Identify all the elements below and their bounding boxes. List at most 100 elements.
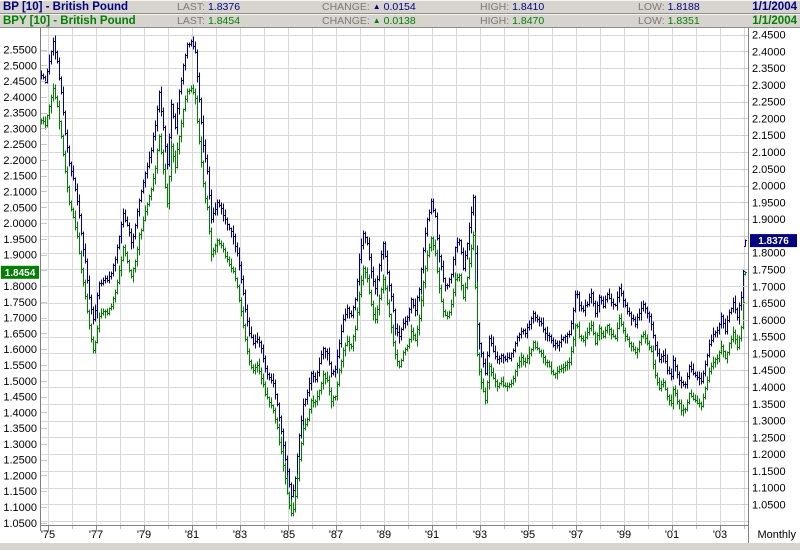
bp-last-price-badge bbox=[750, 234, 797, 248]
right-axis-label: 1.7500 bbox=[752, 265, 786, 277]
change-value: 0.0138 bbox=[383, 15, 416, 27]
x-axis-year-label: '01 bbox=[665, 529, 679, 541]
x-axis-year-label: '91 bbox=[425, 529, 439, 541]
last-value: 1.8376 bbox=[207, 1, 241, 13]
left-axis-label: 1.2000 bbox=[3, 470, 37, 482]
left-axis-label: 2.0500 bbox=[3, 202, 37, 214]
series-bars-bpy bbox=[40, 83, 747, 517]
right-axis-label: 1.4500 bbox=[752, 365, 786, 377]
left-axis-label: 2.5000 bbox=[3, 60, 37, 72]
low-value: 1.8351 bbox=[667, 15, 700, 27]
last-value: 1.8454 bbox=[207, 15, 241, 27]
left-axis-label: 1.1000 bbox=[3, 502, 37, 514]
left-axis-label: 1.5000 bbox=[3, 376, 37, 388]
bpy-last-price-badge bbox=[1, 265, 39, 279]
right-axis-label: 2.1500 bbox=[752, 130, 786, 142]
left-axis-label: 1.4000 bbox=[3, 407, 37, 419]
x-axis-year-label: '83 bbox=[233, 529, 247, 541]
low-label: LOW: bbox=[638, 1, 665, 13]
low-label: LOW: bbox=[638, 15, 665, 27]
left-axis-label: 2.1500 bbox=[3, 171, 37, 183]
left-axis-label: 1.8000 bbox=[3, 281, 37, 293]
right-axis-label: 1.1000 bbox=[752, 483, 786, 495]
x-axis-year-label: '93 bbox=[473, 529, 487, 541]
right-axis-label: 1.1500 bbox=[752, 466, 786, 478]
axis-labels: 2.5500 2.5000 2.4500 2.4000 2.3500 2.3000 2.25… bbox=[3, 30, 785, 530]
gridlines bbox=[40, 28, 748, 525]
right-axis-label: 1.6500 bbox=[752, 298, 786, 310]
left-axis-label: 1.9000 bbox=[3, 250, 37, 262]
bpy-last-price-badge-value: 1.8454 bbox=[5, 268, 36, 279]
left-axis-label: 1.0500 bbox=[3, 518, 37, 530]
low-value: 1.8188 bbox=[667, 1, 700, 13]
right-axis-label: 1.8000 bbox=[752, 248, 786, 260]
symbol-label-bp: BP [10] - British Pound bbox=[3, 1, 129, 13]
change-label: CHANGE: bbox=[322, 1, 370, 13]
x-axis-year-label: '81 bbox=[185, 529, 199, 541]
left-axis-label: 2.2500 bbox=[3, 139, 37, 151]
right-axis-label: 1.9500 bbox=[752, 197, 786, 209]
x-axis-year-label: '95 bbox=[521, 529, 535, 541]
plot-border bbox=[40, 28, 749, 543]
x-axis-year-label: '75 bbox=[41, 529, 55, 541]
x-axis-year-label: '77 bbox=[89, 529, 103, 541]
quote-row-bpy[interactable]: BPY [10] - British Pound LAST: 1.8454 CH… bbox=[0, 14, 800, 28]
right-axis-label: 2.0000 bbox=[752, 181, 786, 193]
last-label: LAST: bbox=[177, 15, 206, 27]
right-axis-label: 1.5500 bbox=[752, 332, 786, 344]
x-axis-year-label: '85 bbox=[281, 529, 295, 541]
right-axis-label: 1.2000 bbox=[752, 449, 786, 461]
high-value: 1.8470 bbox=[512, 15, 545, 27]
left-axis-label: 2.4000 bbox=[3, 92, 37, 104]
bottom-window-strip bbox=[0, 543, 800, 550]
quote-date-bp: 1/1/2004 bbox=[752, 1, 797, 13]
left-axis-label: 2.2000 bbox=[3, 155, 37, 167]
quote-header: BP [10] - British Pound LAST: 1.8376 CHA… bbox=[0, 0, 800, 28]
left-axis-label: 1.4500 bbox=[3, 392, 37, 404]
change-up-icon: ▲ bbox=[372, 16, 381, 25]
x-axis: '75 '77 '79 '81 '83 '85 '87 '89 '91 '93 '95 '97 '99 '… bbox=[0, 526, 800, 550]
left-axis-label: 1.3500 bbox=[3, 423, 37, 435]
last-price-badges: 1.8454 1.8376 bbox=[1, 234, 797, 279]
series-bars-bp bbox=[40, 35, 747, 500]
left-axis-label: 2.5500 bbox=[3, 45, 37, 57]
change-label: CHANGE: bbox=[322, 15, 370, 27]
right-axis-label: 1.3500 bbox=[752, 399, 786, 411]
left-axis-label: 1.9500 bbox=[3, 234, 37, 246]
high-label: HIGH: bbox=[480, 15, 510, 27]
right-axis-label: 2.4500 bbox=[752, 30, 786, 42]
left-axis-label: 2.0000 bbox=[3, 218, 37, 230]
x-axis-year-label: '79 bbox=[137, 529, 151, 541]
last-label: LAST: bbox=[177, 1, 206, 13]
quote-date-bpy: 1/1/2004 bbox=[752, 15, 797, 27]
right-axis-label: 1.3000 bbox=[752, 416, 786, 428]
right-axis-label: 2.3500 bbox=[752, 63, 786, 75]
x-axis-year-label: '87 bbox=[329, 529, 343, 541]
right-axis-label: 1.0500 bbox=[752, 500, 786, 512]
right-axis-label: 2.2000 bbox=[752, 113, 786, 125]
left-axis-label: 2.4500 bbox=[3, 76, 37, 88]
quote-row-bp[interactable]: BP [10] - British Pound LAST: 1.8376 CHA… bbox=[0, 0, 800, 14]
symbol-label-bpy: BPY [10] - British Pound bbox=[3, 15, 136, 27]
x-axis-year-label: '03 bbox=[713, 529, 727, 541]
right-axis-label: 2.3000 bbox=[752, 80, 786, 92]
right-axis-label: 1.2500 bbox=[752, 432, 786, 444]
x-axis-year-label: '99 bbox=[617, 529, 631, 541]
left-axis-label: 1.6500 bbox=[3, 328, 37, 340]
left-axis-label: 1.6000 bbox=[3, 344, 37, 356]
right-axis-label: 2.1000 bbox=[752, 147, 786, 159]
period-label: Monthly bbox=[757, 529, 796, 541]
change-value: 0.0154 bbox=[383, 1, 416, 13]
right-axis-label: 2.4000 bbox=[752, 46, 786, 58]
ohlc-bars bbox=[40, 35, 747, 517]
left-axis-label: 1.2500 bbox=[3, 455, 37, 467]
right-axis-label: 1.4000 bbox=[752, 382, 786, 394]
bp-last-price-badge-value: 1.8376 bbox=[758, 236, 789, 247]
left-axis-label: 1.5500 bbox=[3, 360, 37, 372]
left-axis-label: 2.3500 bbox=[3, 108, 37, 120]
right-axis-label: 1.9000 bbox=[752, 214, 786, 226]
high-value: 1.8410 bbox=[512, 1, 545, 13]
right-axis-label: 2.2500 bbox=[752, 97, 786, 109]
right-axis-label: 1.6000 bbox=[752, 315, 786, 327]
